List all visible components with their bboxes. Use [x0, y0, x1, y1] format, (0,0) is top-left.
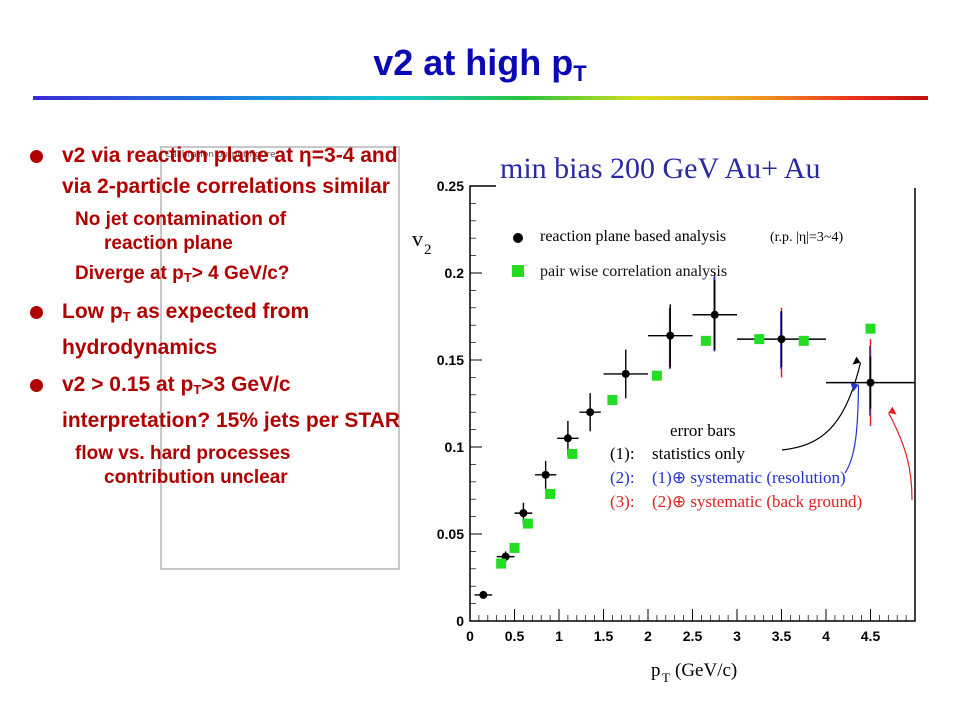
x-tick-label: 1: [555, 628, 563, 644]
sub-bullet-flow: flow vs. hard processes contribution unc…: [75, 443, 291, 488]
pair-point: [496, 558, 507, 569]
legend-pair-label: pair wise correlation analysis: [540, 263, 727, 280]
y-tick-label: 0.2: [445, 265, 465, 281]
chart-title-box: [496, 136, 932, 188]
title-rule: [33, 96, 928, 100]
x-axis-label-unit: (GeV/c): [675, 660, 737, 681]
x-tick-label: 2: [644, 628, 652, 644]
x-tick-label: 4: [822, 628, 830, 644]
y-tick-label: 0.25: [437, 178, 464, 194]
bullet-list: v2 via reaction plane at η=3-4 and via 2…: [28, 140, 408, 496]
arrow-statistics-head: [852, 356, 861, 365]
chart-background: [400, 128, 932, 694]
chart-title: min bias 200 GeV Au+ Au: [500, 152, 821, 185]
bullet-dot: [30, 379, 43, 392]
legend-rp-label: reaction plane based analysis: [540, 228, 726, 245]
rp-point: [541, 470, 550, 479]
errbar-2-tag: (2):: [610, 468, 635, 487]
legend-pair-marker: [512, 265, 524, 277]
x-tick-label: 0.5: [505, 628, 525, 644]
legend-rp-note: (r.p. |η|=3~4): [770, 230, 843, 245]
y-tick-label: 0.05: [437, 526, 464, 542]
pair-point: [754, 334, 765, 345]
y-axis-label: v: [412, 226, 423, 251]
x-tick-label: 0: [466, 628, 474, 644]
arrow-background-head: [888, 406, 897, 415]
chart-svg: min bias 200 GeV Au+ Au 0 0.05 0.1 0.15 0.2 0.…: [400, 128, 932, 694]
pair-point: [545, 488, 556, 499]
bullet-2: Low pT as expected from hydrodynamics: [28, 296, 408, 363]
x-tick-label: 2.5: [683, 628, 703, 644]
x-tick-label: 1.5: [594, 628, 614, 644]
pair-point: [651, 370, 662, 381]
y-axis-label-sub: 2: [424, 242, 432, 258]
arrow-statistics: [781, 362, 862, 451]
chart-figure: min bias 200 GeV Au+ Au 0 0.05 0.1 0.15 0.2 0.…: [400, 128, 932, 694]
errbar-2: (1)⊕ systematic (resolution): [652, 468, 846, 487]
overlay-panel-inner: [162, 148, 398, 568]
pair-point: [700, 335, 711, 346]
rp-point: [519, 509, 528, 518]
bullet-1: v2 via reaction plane at η=3-4 and via 2…: [28, 140, 408, 202]
errbar-title: error bars: [670, 421, 736, 440]
arrow-resolution: [844, 384, 860, 474]
arrow-background: [887, 412, 913, 501]
x-tick-label: 4.5: [861, 628, 881, 644]
slide-title: v2 at high pT: [373, 42, 587, 86]
rp-point: [710, 310, 719, 319]
errbar-1: statistics only: [652, 444, 746, 463]
errbar-3: (2)⊕ systematic (back ground): [652, 492, 862, 511]
errbar-1-tag: (1):: [610, 444, 635, 463]
rp-point: [586, 408, 595, 417]
rp-point: [777, 335, 786, 344]
x-tick-label: 3: [733, 628, 741, 644]
x-tick-label: 3.5: [772, 628, 792, 644]
pair-point: [509, 542, 520, 553]
bullet-dot: [30, 150, 43, 163]
y-tick-label: 0: [456, 613, 464, 629]
y-tick-label: 0.15: [437, 352, 464, 368]
pair-point: [567, 448, 578, 459]
y-tick-label: 0.1: [445, 439, 465, 455]
pair-point: [522, 518, 533, 529]
legend-rp-marker: [513, 233, 523, 243]
sub-bullet-jet: No jet contamination of reaction plane: [75, 209, 287, 254]
rp-point: [621, 369, 630, 378]
pair-point: [607, 395, 618, 406]
rp-point: [563, 434, 572, 443]
rp-point: [479, 590, 488, 599]
bullet-3: v2 > 0.15 at pT>3 GeV/c interpretation? …: [28, 369, 408, 436]
pair-point: [798, 335, 809, 346]
arrow-resolution-head: [850, 382, 859, 392]
rp-point: [866, 378, 875, 387]
rp-point: [666, 331, 675, 340]
pair-point: [865, 323, 876, 334]
sub-bullet-diverge: Diverge at pT> 4 GeV/c?: [75, 263, 290, 285]
x-axis-label-sub: T: [662, 670, 670, 685]
overlay-tiny-label: Calibration output figure: [165, 150, 276, 160]
x-axis-label: p: [651, 660, 661, 681]
errbar-3-tag: (3):: [610, 492, 635, 511]
bullet-dot: [30, 306, 43, 319]
